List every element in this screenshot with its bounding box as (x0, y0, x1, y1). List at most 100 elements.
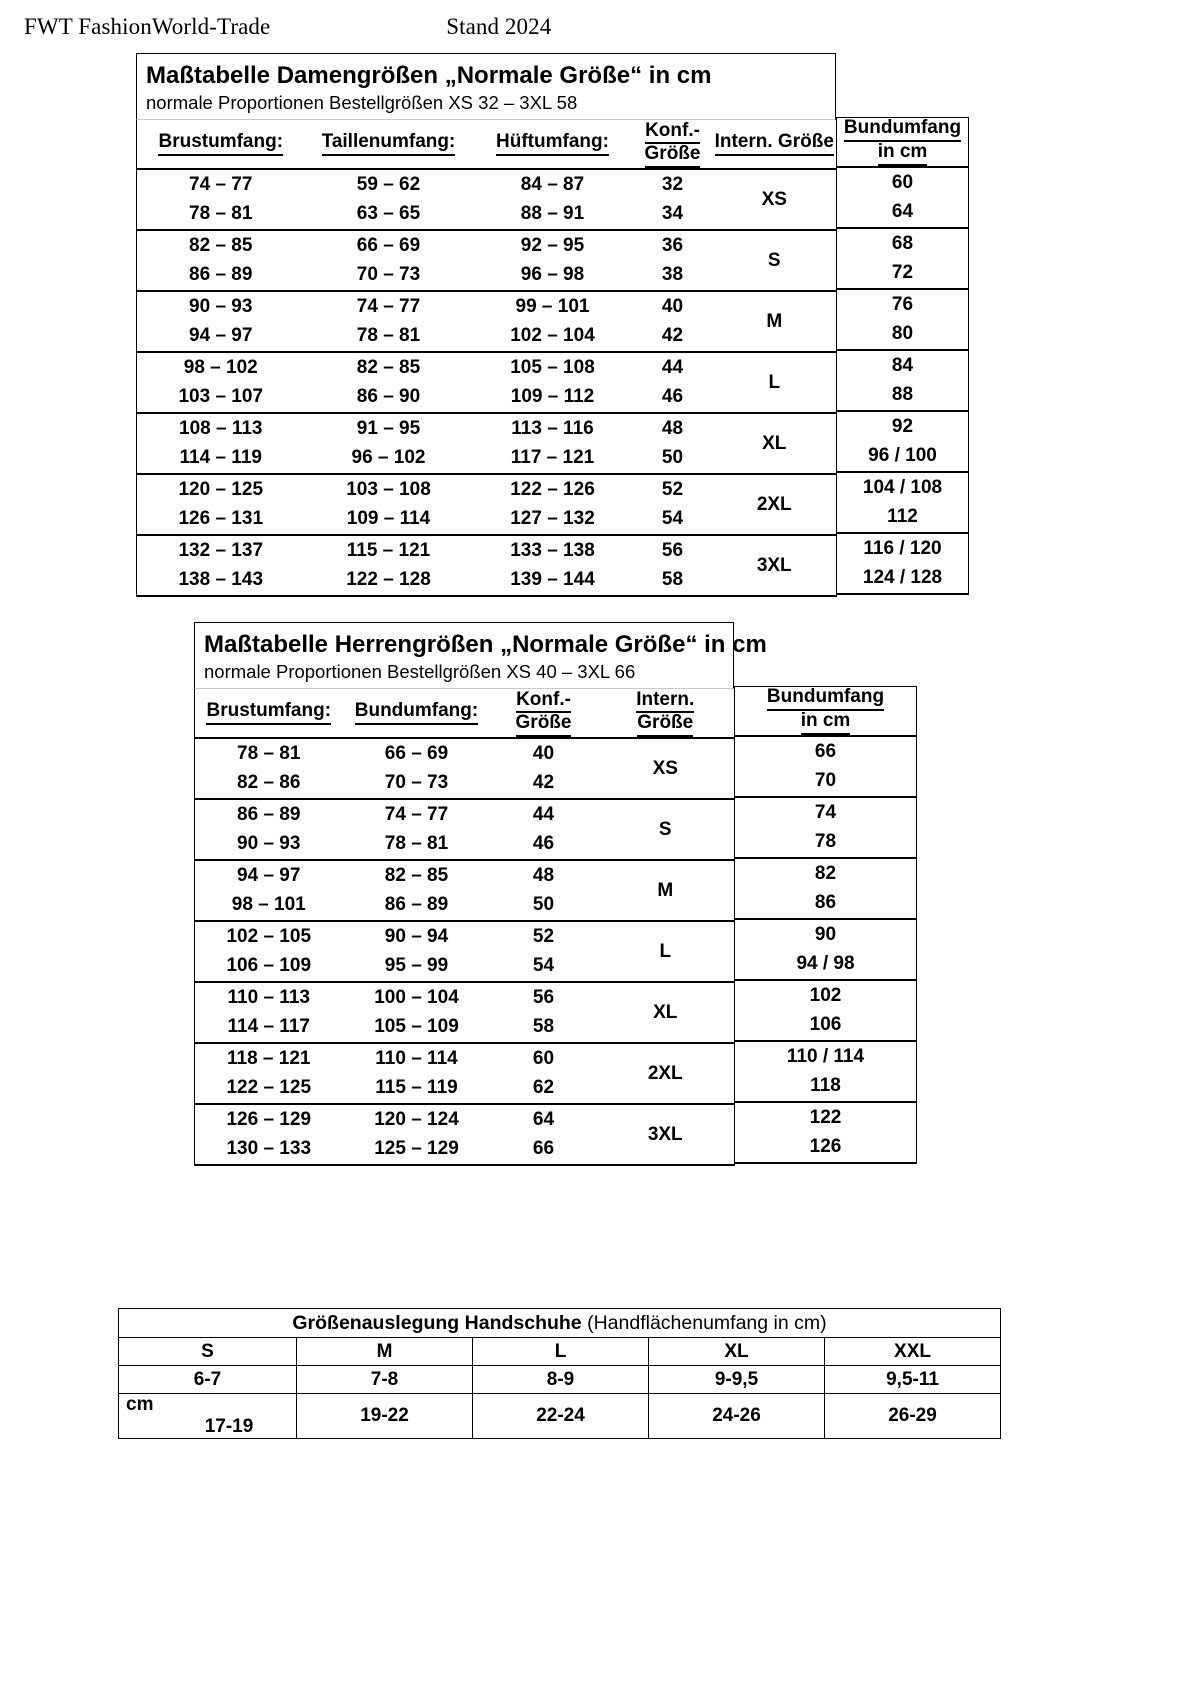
table-row: 74 – 77 59 – 62 84 – 87 32 XS (136, 168, 837, 231)
table-row: 84 (836, 349, 969, 381)
cell-hip: 88 – 91 (520, 203, 585, 225)
cell-bust: 90 – 93 (136, 290, 305, 322)
gloves-inch-value: 6-7 (118, 1365, 297, 1394)
cell-waist-cm: 96 / 100 (868, 445, 937, 467)
gloves-title-bold: Größenauslegung Handschuhe (292, 1311, 582, 1334)
table-row: 82 – 85 66 – 69 92 – 95 36 S (136, 229, 837, 292)
cell-bust: 82 – 85 (136, 229, 305, 261)
cell-bust: 90 – 93 (237, 833, 301, 855)
women-header-row: Brustumfang: Taillenumfang: Hüftumfang: Kon… (136, 120, 837, 171)
cell-bust: 86 – 89 (189, 264, 253, 286)
cell-waist-cm: 68 (836, 227, 969, 259)
gloves-inch-value: 8-9 (472, 1365, 649, 1394)
gloves-cm-value: 17-19 (204, 1416, 254, 1437)
cell-intern-size: 3XL (596, 1103, 735, 1166)
table-row: 90 – 93 74 – 77 99 – 101 40 M (136, 290, 837, 353)
cell-hip: 99 – 101 (472, 290, 633, 322)
cell-intern-size: 2XL (712, 473, 837, 536)
cell-waist: 86 – 89 (384, 894, 449, 916)
cell-konf-size: 40 (490, 737, 597, 769)
cell-waist-cm: 72 (891, 262, 914, 284)
table-row: 118 (735, 1072, 917, 1103)
women-waist-header-row: Bundumfang in cm (836, 117, 969, 168)
men-waist-table: Bundumfang in cm 66 70 74 78 82 86 90 94 / 98 102… (734, 686, 917, 1164)
gloves-cm-value: 22-24 (472, 1393, 649, 1439)
women-size-chart: Maßtabelle Damengrößen „Normale Größe“ i… (136, 53, 837, 598)
women-measurements-table: Brustumfang: Taillenumfang: Hüftumfang: Kon… (136, 120, 837, 598)
table-row: 116 / 120 (836, 532, 969, 564)
cell-bust: 106 – 109 (226, 955, 312, 977)
cell-waist: 110 – 114 (342, 1042, 491, 1074)
cell-konf-size: 42 (661, 325, 684, 347)
cell-konf-size: 56 (490, 981, 597, 1013)
cell-bust: 122 – 125 (226, 1077, 312, 1099)
cell-waist: 78 – 81 (384, 833, 449, 855)
table-row: 126 – 131 109 – 114 127 – 132 54 (137, 505, 837, 536)
table-row: 106 – 109 95 – 99 54 (195, 952, 735, 983)
cell-hip: 109 – 112 (510, 386, 595, 408)
cell-konf-size: 32 (632, 168, 713, 200)
cell-bust: 108 – 113 (136, 412, 305, 444)
col-header-waist: Taillenumfang: (304, 120, 473, 171)
cell-waist: 100 – 104 (342, 981, 491, 1013)
cell-konf-size: 38 (661, 264, 684, 286)
table-row: 86 – 89 70 – 73 96 – 98 38 (137, 261, 837, 292)
cell-bust: 126 – 129 (194, 1103, 343, 1135)
cell-konf-size: 66 (532, 1138, 555, 1160)
cell-bust: 132 – 137 (136, 534, 305, 566)
table-row: 60 (836, 166, 969, 198)
cell-intern-size: 3XL (712, 534, 837, 597)
cell-waist-cm: 124 / 128 (862, 567, 943, 589)
cell-konf-size: 56 (632, 534, 713, 566)
cell-hip: 117 – 121 (510, 447, 595, 469)
cell-bust: 138 – 143 (178, 569, 264, 591)
cell-waist: 115 – 119 (375, 1077, 458, 1099)
cell-waist: 70 – 73 (384, 772, 449, 794)
cell-konf-size: 58 (661, 569, 684, 591)
table-row: 102 (734, 979, 917, 1011)
page-header: FWT FashionWorld-Trade Stand 2024 (24, 14, 1164, 40)
cell-hip: 139 – 144 (510, 569, 595, 591)
cell-konf-size: 50 (532, 894, 555, 916)
cell-waist-cm: 94 / 98 (796, 953, 855, 975)
cell-bust: 82 – 86 (237, 772, 301, 794)
cell-intern-size: XL (596, 981, 735, 1044)
cell-waist: 109 – 114 (346, 508, 431, 530)
cell-waist: 78 – 81 (356, 325, 421, 347)
cell-intern-size: S (596, 798, 735, 861)
cell-waist-cm: 74 (734, 796, 917, 828)
cell-waist-cm: 66 (734, 735, 917, 767)
cell-waist: 96 – 102 (351, 447, 426, 469)
table-row: 103 – 107 86 – 90 109 – 112 46 (137, 383, 837, 414)
cell-hip: 122 – 126 (472, 473, 633, 505)
cell-konf-size: 48 (632, 412, 713, 444)
cell-intern-size: XS (596, 737, 735, 800)
gloves-title: Größenauslegung Handschuhe (Handflächenu… (118, 1308, 1001, 1338)
cell-intern-size: M (712, 290, 837, 353)
gloves-size-label: XXL (823, 1337, 1002, 1366)
table-row: 90 (734, 918, 917, 950)
revision-date: Stand 2024 (446, 14, 552, 39)
table-row: 122 – 125 115 – 119 62 (195, 1074, 735, 1105)
table-row: 132 – 137 115 – 121 133 – 138 56 3XL (136, 534, 837, 597)
men-header-row: Brustumfang: Bundumfang: Konf.- Größe Intern… (194, 689, 735, 740)
table-row: 112 (837, 503, 969, 534)
cell-waist: 82 – 85 (342, 859, 491, 891)
col-header-waist-cm: Bundumfang in cm (734, 686, 917, 737)
table-row: 80 (837, 320, 969, 351)
cell-bust: 78 – 81 (194, 737, 343, 769)
col-header-intern-size: Intern. Größe (712, 120, 837, 171)
col-header-konf-size: Konf.- Größe (490, 689, 597, 740)
cell-waist: 122 – 128 (346, 569, 431, 591)
cell-bust: 102 – 105 (194, 920, 343, 952)
men-size-chart: Maßtabelle Herrengrößen „Normale Größe“ … (194, 622, 767, 1167)
table-row: 108 – 113 91 – 95 113 – 116 48 XL (136, 412, 837, 475)
cell-konf-size: 42 (532, 772, 555, 794)
cell-waist-cm: 112 (887, 506, 918, 528)
cell-konf-size: 50 (661, 447, 684, 469)
cell-hip: 84 – 87 (472, 168, 633, 200)
cell-intern-size: XS (712, 168, 837, 231)
cell-waist: 74 – 77 (342, 798, 491, 830)
cell-waist: 91 – 95 (304, 412, 473, 444)
cell-konf-size: 44 (490, 798, 597, 830)
